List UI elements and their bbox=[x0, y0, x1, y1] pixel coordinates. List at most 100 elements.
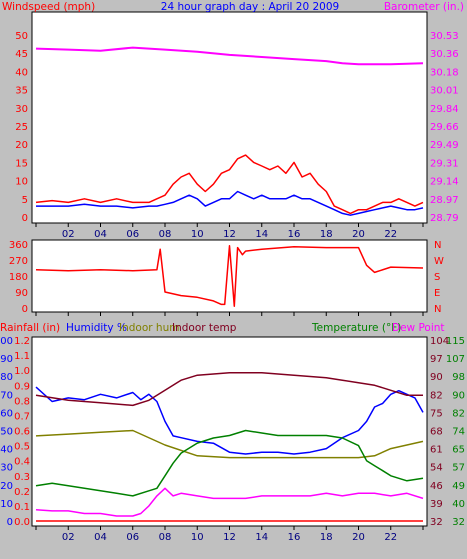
humidity-y-tick-label: 80 bbox=[0, 372, 13, 383]
indoor-temp-y-tick-label: 82 bbox=[430, 390, 443, 401]
x-tick-label: 08 bbox=[159, 532, 172, 543]
indoor-temp-y-tick-label: 90 bbox=[430, 372, 443, 383]
wind-y-tick-label: 40 bbox=[15, 67, 28, 78]
rainfall-y-tick-label: 0.3 bbox=[14, 472, 30, 483]
wind-y-tick-label: 5 bbox=[22, 195, 28, 206]
compass-tick-label: N bbox=[434, 304, 441, 315]
barometer-y-tick-label: 28.97 bbox=[430, 195, 459, 206]
x-tick-label: 18 bbox=[320, 532, 333, 543]
x-tick-label: 22 bbox=[384, 229, 397, 240]
wind-y-tick-label: 0 bbox=[22, 213, 28, 224]
wind-y-tick-label: 15 bbox=[15, 158, 28, 169]
compass-tick-label: W bbox=[434, 256, 444, 267]
wind-y-tick-label: 10 bbox=[15, 177, 28, 188]
temperature-y-tick-label: 49 bbox=[452, 481, 465, 492]
indoor-temp-y-tick-label: 46 bbox=[430, 481, 443, 492]
x-tick-label: 08 bbox=[159, 229, 172, 240]
x-tick-label: 20 bbox=[352, 532, 365, 543]
barometer-line bbox=[35, 46, 424, 66]
x-tick-label: 10 bbox=[191, 532, 204, 543]
direction-y-tick-label: 0 bbox=[22, 304, 28, 315]
dew-point-line bbox=[35, 487, 424, 517]
x-tick-label: 04 bbox=[94, 229, 107, 240]
rainfall-y-tick-label: 0.4 bbox=[14, 457, 30, 468]
indoor-temp-y-tick-label: 39 bbox=[430, 499, 443, 510]
temperature-line bbox=[35, 429, 424, 497]
rainfall-y-tick-label: 0.2 bbox=[14, 487, 30, 498]
temperature-y-tick-label: 57 bbox=[452, 463, 465, 474]
wind-panel bbox=[31, 11, 428, 224]
humidity-y-tick-label: 100 bbox=[0, 336, 13, 347]
dew-point-axis-label: Dew Point bbox=[392, 322, 445, 334]
x-tick-label: 06 bbox=[126, 229, 139, 240]
indoor-temp-y-tick-label: 104 bbox=[430, 336, 449, 347]
humidity-y-tick-label: 50 bbox=[0, 427, 13, 438]
barometer-y-tick-label: 30.01 bbox=[430, 86, 459, 97]
rainfall-y-tick-label: 0.7 bbox=[14, 411, 30, 422]
temperature-y-tick-label: 115 bbox=[446, 336, 465, 347]
barometer-y-tick-label: 29.66 bbox=[430, 122, 459, 133]
barometer-y-tick-label: 30.18 bbox=[430, 67, 459, 78]
temperature-y-tick-label: 40 bbox=[452, 499, 465, 510]
indoor-temp-line bbox=[35, 371, 423, 407]
rainfall-axis-label: Rainfall (in) bbox=[0, 322, 60, 334]
x-tick-label: 16 bbox=[288, 229, 301, 240]
temperature-axis-label: Temperature (°F) bbox=[311, 322, 401, 334]
x-tick-label: 02 bbox=[62, 532, 75, 543]
rainfall-y-tick-label: 1.1 bbox=[14, 351, 30, 362]
barometer-y-tick-label: 29.31 bbox=[430, 158, 459, 169]
indoor-temp-axis-label: Indoor temp bbox=[172, 322, 237, 334]
humidity-axis-label: Humidity % bbox=[66, 322, 127, 334]
x-tick-label: 22 bbox=[384, 532, 397, 543]
barometer-y-tick-label: 28.79 bbox=[430, 213, 459, 224]
rainfall-y-tick-label: 0.9 bbox=[14, 381, 30, 392]
windspeed-average-line bbox=[36, 190, 424, 216]
windspeed-gust-line bbox=[35, 154, 424, 215]
barometer-y-tick-label: 29.49 bbox=[430, 140, 459, 151]
x-tick-label: 12 bbox=[223, 229, 236, 240]
rainfall-y-tick-label: 0.5 bbox=[14, 442, 30, 453]
temperature-y-tick-label: 74 bbox=[452, 427, 465, 438]
barometer-y-tick-label: 29.84 bbox=[430, 104, 459, 115]
humidity-y-tick-label: 0 bbox=[7, 517, 13, 528]
rainfall-y-tick-label: 1.0 bbox=[14, 366, 30, 377]
wind-y-tick-label: 30 bbox=[15, 104, 28, 115]
temperature-y-tick-label: 32 bbox=[452, 517, 465, 528]
indoor-temp-y-tick-label: 68 bbox=[430, 427, 443, 438]
temperature-y-tick-label: 65 bbox=[452, 445, 465, 456]
x-tick-label: 04 bbox=[94, 532, 107, 543]
indoor-temp-y-tick-label: 75 bbox=[430, 408, 443, 419]
wind-y-tick-label: 35 bbox=[15, 86, 28, 97]
rainfall-y-tick-label: 0.6 bbox=[14, 427, 30, 438]
barometer-axis-label: Barometer (in.) bbox=[384, 1, 464, 13]
wind-y-tick-label: 45 bbox=[15, 49, 28, 60]
indoor-temp-y-tick-label: 61 bbox=[430, 445, 443, 456]
x-tick-label: 06 bbox=[126, 532, 139, 543]
temperature-y-tick-label: 82 bbox=[452, 408, 465, 419]
humidity-y-tick-label: 40 bbox=[0, 445, 13, 456]
indoor-hum-axis-label: Indoor hum bbox=[119, 322, 179, 334]
temperature-panel bbox=[31, 336, 428, 527]
wind-y-tick-label: 25 bbox=[15, 122, 28, 133]
indoor-temp-y-tick-label: 32 bbox=[430, 517, 443, 528]
humidity-y-tick-label: 10 bbox=[0, 499, 13, 510]
x-tick-label: 16 bbox=[288, 532, 301, 543]
humidity-y-tick-label: 90 bbox=[0, 354, 13, 365]
humidity-y-tick-label: 60 bbox=[0, 408, 13, 419]
x-tick-label: 10 bbox=[191, 229, 204, 240]
compass-tick-label: S bbox=[434, 272, 440, 283]
x-tick-label: 14 bbox=[255, 532, 268, 543]
indoor-temp-y-tick-label: 54 bbox=[430, 463, 443, 474]
humidity-y-tick-label: 30 bbox=[0, 463, 13, 474]
x-tick-label: 18 bbox=[320, 229, 333, 240]
barometer-y-tick-label: 30.53 bbox=[430, 31, 459, 42]
wind-y-tick-label: 20 bbox=[15, 140, 28, 151]
humidity-y-tick-label: 20 bbox=[0, 481, 13, 492]
rainfall-y-tick-label: 0.8 bbox=[14, 396, 30, 407]
direction-y-tick-label: 180 bbox=[9, 272, 28, 283]
windspeed-axis-label: Windspeed (mph) bbox=[2, 1, 95, 13]
rainfall-y-tick-label: 0.1 bbox=[14, 502, 30, 513]
x-tick-label: 02 bbox=[62, 229, 75, 240]
x-tick-label: 20 bbox=[352, 229, 365, 240]
